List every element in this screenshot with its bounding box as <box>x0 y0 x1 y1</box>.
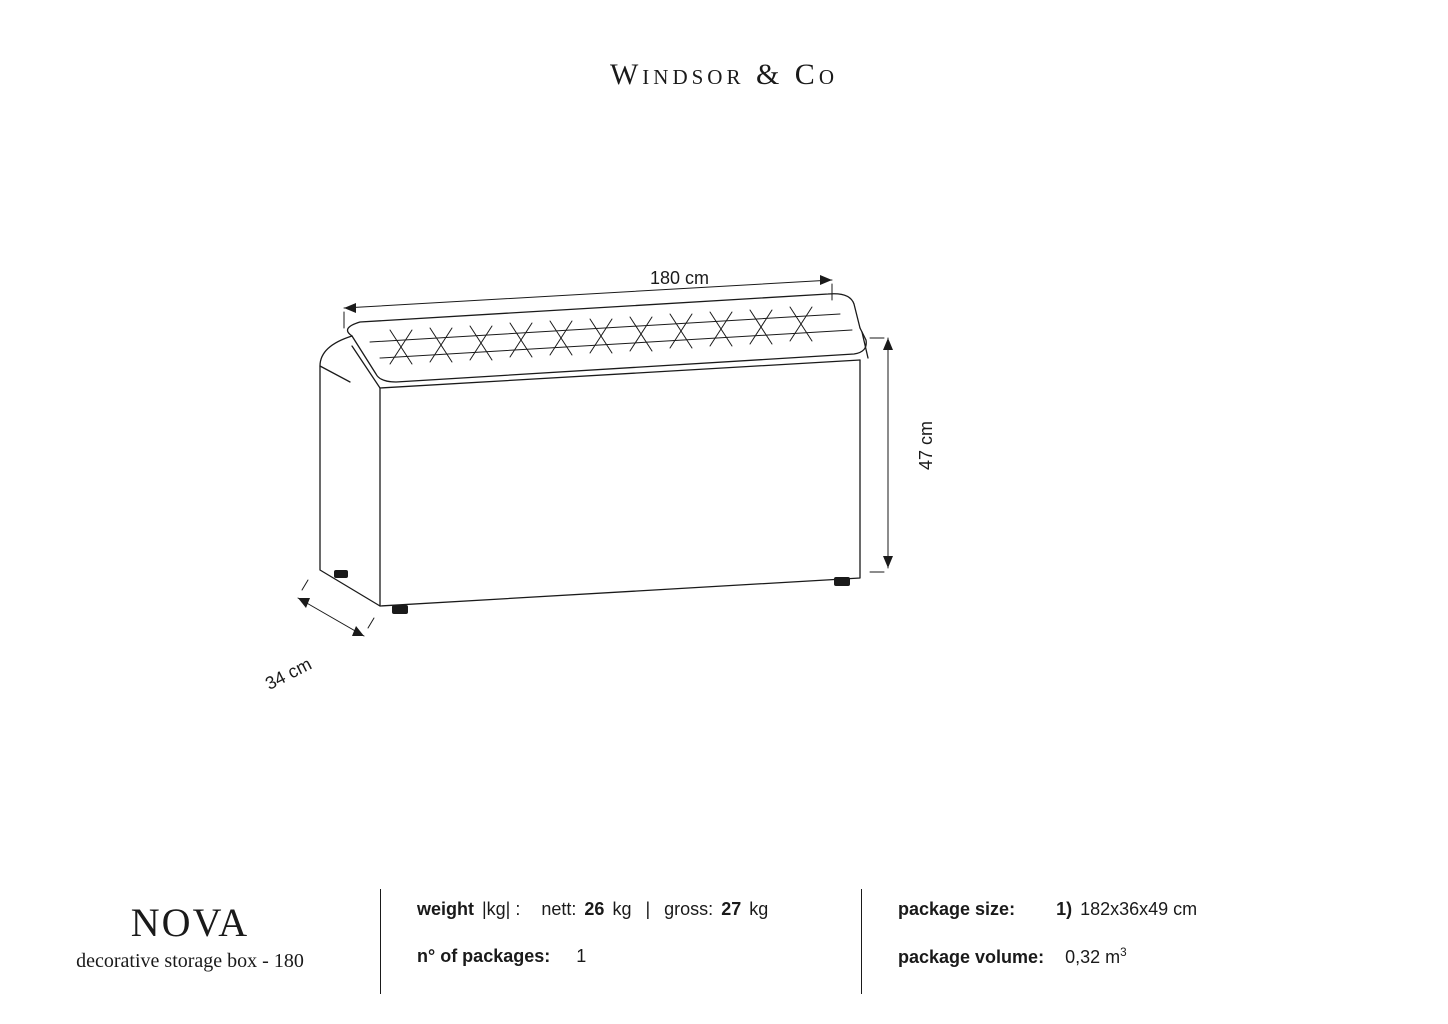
product-name: NOVA <box>36 899 344 946</box>
dimension-width-label: 180 cm <box>650 268 709 289</box>
spec-footer: NOVA decorative storage box - 180 weight… <box>0 889 1448 994</box>
package-volume-label: package volume: <box>898 947 1044 968</box>
nett-label: nett: <box>541 899 576 920</box>
spec-package-volume-row: package volume: 0,32 m3 <box>898 946 1412 968</box>
weight-separator: | <box>645 899 650 920</box>
weight-label: weight <box>417 899 474 920</box>
product-subtitle: decorative storage box - 180 <box>36 950 344 973</box>
nett-unit: kg <box>612 899 631 920</box>
gross-unit: kg <box>749 899 768 920</box>
brand-title: Windsor & Co <box>0 58 1448 92</box>
nett-value: 26 <box>584 899 604 920</box>
package-size-value: 182x36x49 cm <box>1080 899 1197 920</box>
spec-packages-row: n° of packages: 1 <box>417 946 825 967</box>
weight-unit-inline: |kg| : <box>482 899 520 920</box>
spec-weight-row: weight |kg| : nett: 26 kg | gross: 27 kg <box>417 899 825 920</box>
packages-label: n° of packages: <box>417 946 550 967</box>
package-volume-value: 0,32 m3 <box>1065 946 1127 968</box>
package-size-label: package size: <box>898 899 1015 920</box>
spec-package-size-row: package size: 1) 182x36x49 cm <box>898 899 1412 920</box>
gross-label: gross: <box>664 899 713 920</box>
product-drawing: 180 cm 47 cm 34 cm <box>280 250 1000 710</box>
drawing-svg <box>280 250 1000 710</box>
packages-value: 1 <box>576 946 586 967</box>
gross-value: 27 <box>721 899 741 920</box>
package-size-prefix: 1) <box>1056 899 1072 920</box>
dimension-height-label: 47 cm <box>916 421 937 470</box>
spec-column-middle: weight |kg| : nett: 26 kg | gross: 27 kg… <box>381 889 861 994</box>
product-identity: NOVA decorative storage box - 180 <box>0 889 380 994</box>
spec-column-right: package size: 1) 182x36x49 cm package vo… <box>862 889 1448 994</box>
